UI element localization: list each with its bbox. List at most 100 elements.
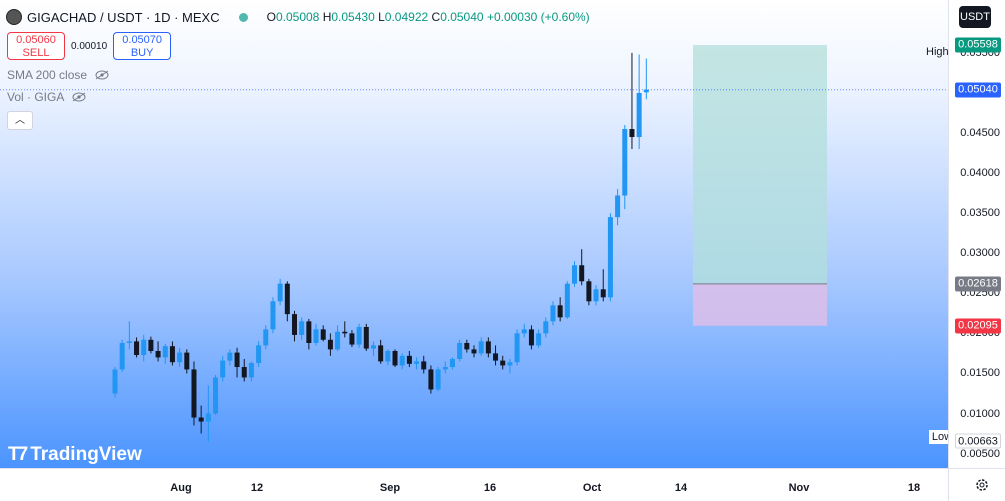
candle — [478, 337, 484, 356]
candle — [148, 336, 154, 354]
candle — [550, 301, 556, 326]
candle — [141, 334, 147, 362]
candle-body — [464, 342, 470, 350]
candle — [622, 125, 628, 210]
candle — [342, 321, 348, 338]
candle-body — [335, 331, 341, 350]
price-tick: 0.01000 — [960, 407, 1000, 420]
price-tick: 0.00500 — [960, 447, 1000, 460]
candlestick-chart[interactable] — [0, 0, 948, 468]
candle-body — [306, 321, 312, 343]
indicator-sma[interactable]: SMA 200 close — [7, 68, 109, 82]
candle — [521, 323, 527, 338]
candle — [406, 351, 412, 368]
open-value: 0.05008 — [275, 10, 320, 24]
candle-body — [126, 341, 132, 343]
change-value: +0.00030 (+0.60%) — [486, 10, 590, 24]
buy-button[interactable]: 0.05070 BUY — [113, 32, 172, 60]
candle-body — [435, 369, 441, 390]
sell-price: 0.05060 — [16, 34, 56, 46]
buy-label: BUY — [130, 47, 154, 59]
candle-body — [399, 355, 405, 366]
candle — [227, 349, 233, 366]
candle-body — [421, 361, 427, 370]
time-tick: Oct — [582, 482, 602, 494]
candle-body — [593, 289, 599, 302]
sell-label: SELL — [22, 47, 50, 59]
candle — [349, 330, 355, 347]
target-price-tag: 0.05598 — [955, 37, 1001, 53]
candle-body — [449, 359, 455, 368]
candle — [485, 337, 491, 358]
candle — [234, 347, 240, 378]
candle-body — [184, 352, 190, 370]
candle — [191, 361, 197, 426]
candle — [119, 339, 125, 372]
candle-body — [155, 351, 161, 358]
candle-body — [119, 342, 125, 370]
candle — [155, 341, 161, 362]
candle — [579, 249, 585, 286]
candle — [263, 325, 269, 350]
candle-body — [241, 367, 247, 378]
candle — [292, 310, 297, 342]
candle-body — [112, 369, 118, 394]
candle-body — [392, 351, 398, 366]
indicator-volume[interactable]: Vol · GIGA — [7, 90, 86, 104]
candle — [629, 52, 635, 150]
candle-body — [227, 352, 233, 361]
candle-body — [141, 339, 147, 356]
time-tick: 12 — [250, 482, 264, 494]
candle-body — [493, 353, 499, 361]
candle — [284, 281, 290, 322]
time-axis[interactable]: Aug 12 Sep 16 Oct 14 Nov 18 — [0, 468, 948, 501]
eye-off-icon[interactable] — [95, 70, 109, 80]
chart-plot-area[interactable] — [0, 0, 948, 468]
close-label: C — [431, 10, 441, 24]
candle — [327, 333, 333, 356]
candle-body — [622, 129, 628, 196]
low-price-tag: 0.00663 — [955, 433, 1001, 448]
candle — [615, 189, 621, 226]
candle — [421, 355, 427, 374]
stop-price-tag: 0.02095 — [955, 318, 1001, 334]
candle-body — [248, 363, 254, 378]
candle — [378, 339, 384, 364]
candle — [435, 367, 441, 392]
candle-body — [600, 289, 606, 298]
time-tick: Aug — [170, 482, 192, 494]
candle-body — [615, 195, 621, 218]
candle — [112, 367, 118, 398]
candle — [507, 359, 513, 374]
candle-body — [378, 345, 384, 362]
price-tick: 0.03000 — [960, 247, 1000, 260]
candle-body — [356, 326, 362, 345]
chevron-up-icon: ︿ — [15, 115, 25, 126]
time-tick: Sep — [379, 482, 401, 494]
candle — [564, 281, 570, 319]
candle — [607, 213, 613, 302]
currency-selector[interactable]: USDT — [959, 6, 991, 28]
candle-body — [406, 355, 412, 364]
candle-body — [169, 346, 175, 363]
eye-off-icon[interactable] — [72, 92, 86, 102]
position-loss-zone[interactable] — [693, 283, 827, 326]
entry-price-tag: 0.02618 — [955, 276, 1001, 292]
sell-button[interactable]: 0.05060 SELL — [7, 32, 65, 60]
low-value: 0.04922 — [384, 10, 429, 24]
time-tick: Nov — [788, 482, 810, 494]
candle-body — [471, 349, 477, 354]
candle — [428, 365, 434, 394]
candle-body — [485, 341, 491, 354]
tradingview-logo-icon: T7 — [8, 444, 28, 465]
price-axis[interactable]: 0.055000.050000.045000.040000.035000.030… — [948, 0, 1005, 468]
symbol-title[interactable]: GIGACHAD / USDT · 1D · MEXC — [27, 9, 220, 25]
gear-icon[interactable] — [974, 477, 990, 493]
candle-body — [586, 281, 592, 302]
candle — [514, 329, 520, 366]
candle-body — [579, 265, 585, 282]
position-profit-zone[interactable] — [693, 45, 827, 284]
candle-body — [162, 346, 168, 358]
spread-value: 0.00010 — [71, 40, 108, 52]
collapse-legend-button[interactable]: ︿ — [7, 111, 33, 130]
